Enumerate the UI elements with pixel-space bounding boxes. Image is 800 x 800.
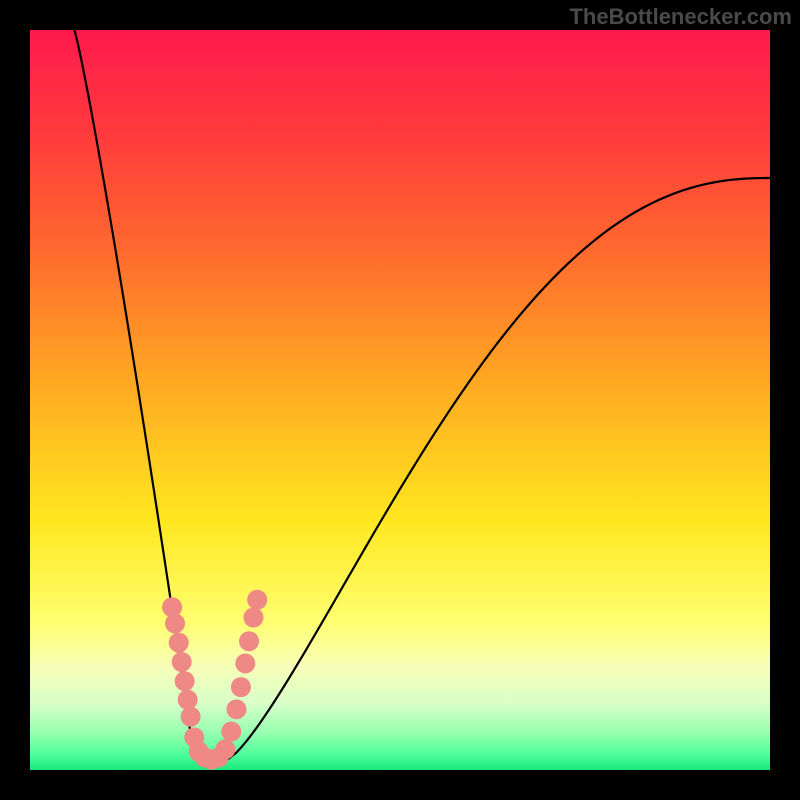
canvas: TheBottlenecker.com: [0, 0, 800, 800]
curve-marker: [172, 652, 192, 672]
curve-marker: [169, 633, 189, 653]
curve-markers: [30, 30, 770, 770]
curve-marker: [243, 608, 263, 628]
curve-marker: [165, 613, 185, 633]
curve-marker: [215, 739, 235, 759]
watermark-text: TheBottlenecker.com: [569, 4, 792, 30]
curve-marker: [181, 707, 201, 727]
curve-marker: [231, 677, 251, 697]
curve-marker: [247, 590, 267, 610]
curve-marker: [178, 690, 198, 710]
curve-marker: [175, 671, 195, 691]
curve-marker: [226, 699, 246, 719]
curve-marker: [239, 631, 259, 651]
curve-marker: [235, 653, 255, 673]
plot-area: [30, 30, 770, 770]
curve-marker: [221, 722, 241, 742]
